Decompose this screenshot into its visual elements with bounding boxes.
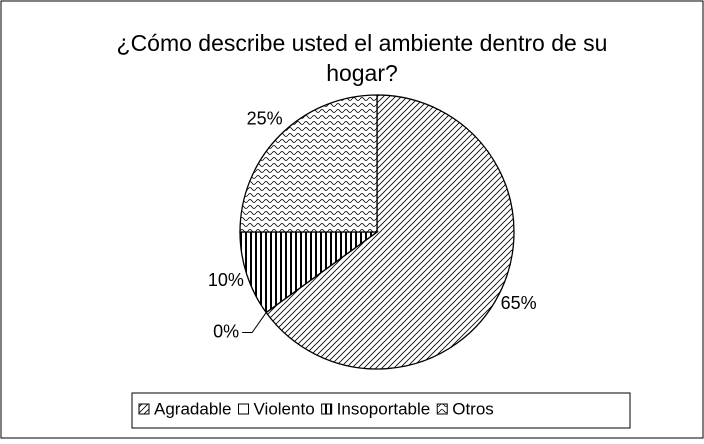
chart-title: ¿Cómo describe usted el ambiente dentro … [117, 30, 608, 86]
data-label: 0% [213, 321, 239, 341]
data-label: 10% [208, 270, 244, 290]
legend-swatch [436, 403, 448, 415]
leader-line [242, 312, 267, 334]
data-label: 65% [501, 293, 537, 313]
legend-box [131, 392, 631, 429]
legend-swatch [238, 403, 250, 415]
legend-swatch [138, 403, 150, 415]
legend-label: Insoportable [337, 399, 431, 418]
pie-slice [265, 94, 515, 370]
legend-label: Violento [254, 399, 315, 418]
data-label: 25% [247, 108, 283, 128]
pie-slice [239, 94, 378, 233]
pie-slice [239, 231, 380, 314]
legend-label: Agradable [154, 399, 232, 418]
legend-swatch [321, 403, 333, 415]
legend-label: Otros [452, 399, 494, 418]
